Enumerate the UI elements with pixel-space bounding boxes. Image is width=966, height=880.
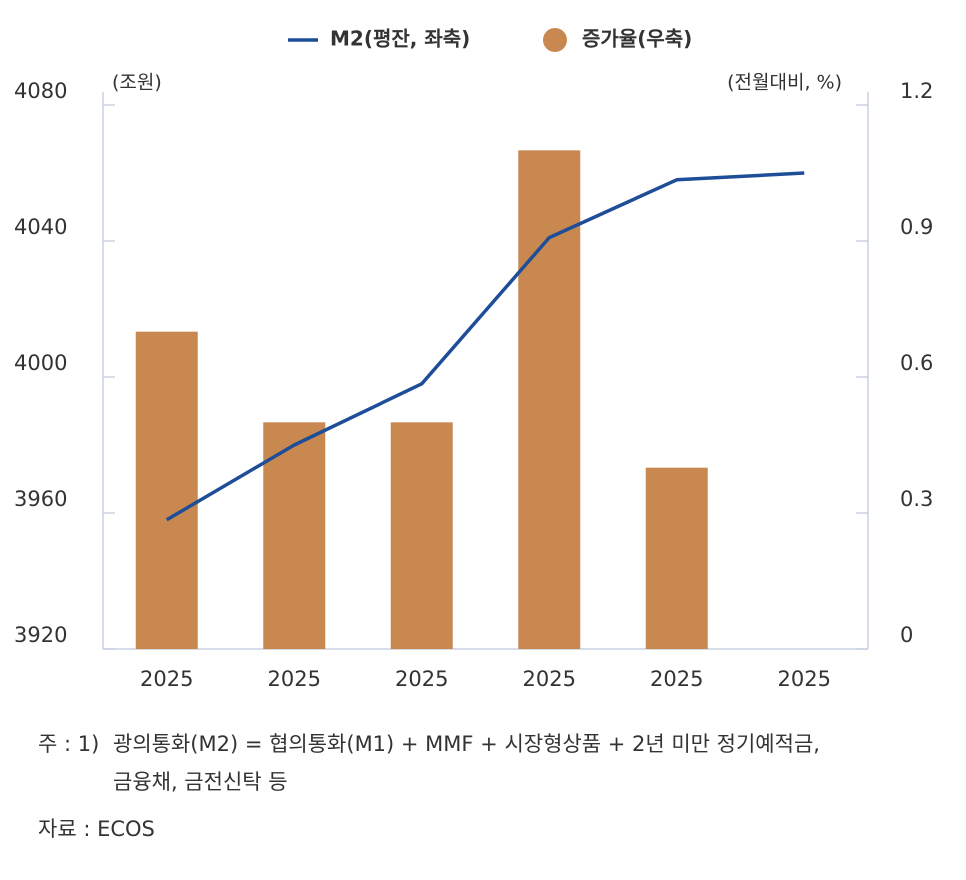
bar <box>645 467 708 649</box>
legend-swatch <box>543 28 567 52</box>
legend-label: M2(평잔, 좌축) <box>330 27 470 51</box>
y2-tick-label: 0.6 <box>900 351 933 375</box>
y-tick-label: 3960 <box>14 487 67 511</box>
y-tick-label: 3920 <box>14 623 67 647</box>
y2-tick-label: 0.3 <box>900 487 933 511</box>
y2-tick-label: 1.2 <box>900 79 933 103</box>
bar <box>263 422 326 649</box>
x-tick-label: 2025 <box>140 667 193 691</box>
x-tick-label: 2025 <box>395 667 448 691</box>
bar <box>518 150 581 650</box>
source: 자료 : ECOS <box>38 817 155 841</box>
x-tick-label: 2025 <box>778 667 831 691</box>
y-tick-label: 4040 <box>14 215 67 239</box>
y-tick-label: 4080 <box>14 79 67 103</box>
y-unit: (조원) <box>112 72 162 94</box>
y2-unit: (전월대비, %) <box>727 72 842 94</box>
y-tick-label: 4000 <box>14 351 67 375</box>
legend-label: 증가율(우축) <box>582 27 692 51</box>
y2-tick-label: 0.9 <box>900 215 933 239</box>
x-tick-label: 2025 <box>650 667 703 691</box>
note-line: 금융채, 금전신탁 등 <box>113 770 288 794</box>
x-tick-label: 2025 <box>523 667 576 691</box>
bar <box>390 422 453 649</box>
note-label: 주 : 1) <box>38 732 99 756</box>
x-tick-label: 2025 <box>268 667 321 691</box>
line <box>165 171 805 522</box>
bar <box>135 331 198 649</box>
note-line: 광의통화(M2) = 협의통화(M1) + MMF + 시장형상품 + 2년 미… <box>113 732 820 756</box>
y2-tick-label: 0 <box>900 623 913 647</box>
